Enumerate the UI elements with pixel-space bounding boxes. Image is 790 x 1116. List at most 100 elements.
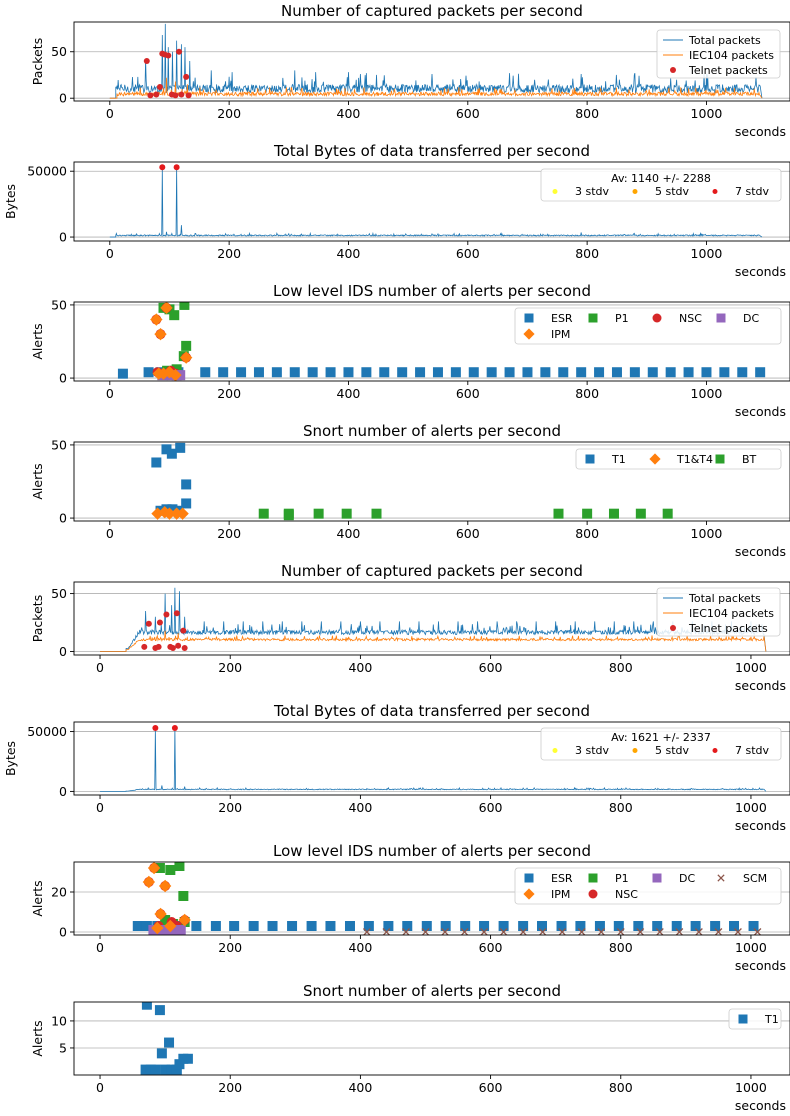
point-21 [486,367,497,378]
chart-5: Number of captured packets per second 0 20… [30,562,790,693]
chart-7: Low level IDS number of alerts per secon… [30,842,790,973]
point-11 [577,928,586,935]
legend-marker [632,189,638,194]
axes-frame [73,161,790,242]
plot-area [109,164,763,238]
point-23 [537,921,548,931]
x-tick-label: 800 [609,800,633,815]
point-2 [156,1048,167,1059]
point-13 [343,367,354,378]
point-10 [287,921,298,931]
series-t1-t4 [151,506,189,520]
point-9 [538,928,547,935]
legend: Total packets IEC104 packets Telnet packet… [656,587,781,637]
point-10 [558,928,567,935]
chart-title: Snort number of alerts per second [303,422,561,440]
x-tick-label: 400 [348,660,372,675]
point-17 [415,367,426,378]
legend-label: 5 stdv [655,185,690,198]
chart-4: Snort number of alerts per second 0 200 400… [30,422,790,559]
legend-label: IPM [551,328,570,341]
point-4 [181,340,192,351]
x-tick-label: 800 [575,106,599,121]
point-23 [522,367,533,378]
x-tick-label: 1000 [691,526,723,541]
y-axis-label: Packets [30,595,45,642]
point-3 [175,442,186,453]
legend-marker [588,313,598,323]
y-tick-label: 50000 [27,164,67,179]
point-6 [218,367,229,378]
x-tick-label: 200 [217,106,241,121]
legend-label: Telnet packets [688,64,768,77]
point-1 [145,620,152,627]
point-6 [140,1064,151,1075]
x-tick-label: 200 [217,246,241,261]
legend-label: SCM [743,872,767,885]
point-12 [325,367,336,378]
chart-3: Low level IDS number of alerts per secon… [30,282,790,419]
x-tick-label: 600 [479,1080,503,1095]
point-4 [371,508,382,519]
point-19 [460,921,471,931]
x-tick-label: 1000 [691,386,723,401]
y-tick-label: 20 [51,885,67,900]
point-32 [710,921,721,931]
point-24 [540,367,551,378]
point-13 [616,928,625,935]
point-6 [582,508,593,519]
legend-label: DC [743,312,759,325]
legend-marker [649,453,661,465]
point-11 [307,367,318,378]
point-11 [171,1064,182,1075]
point-6 [179,351,193,364]
x-tick-label: 400 [348,940,372,955]
x-tick-label: 600 [456,246,480,261]
series-scm [362,928,762,935]
legend-label: Telnet packets [688,622,768,635]
point-0 [362,928,371,935]
series-telnet-packets [141,610,188,652]
legend-marker [524,313,534,323]
x-tick-label: 1000 [691,106,723,121]
legend-marker [670,625,676,631]
point-8 [248,921,259,931]
point-1 [147,92,154,99]
legend-label: 3 stdv [575,185,610,198]
point-26 [576,367,587,378]
point-13 [344,921,355,931]
point-33 [729,921,740,931]
point-16 [397,367,408,378]
legend-label: P1 [615,312,629,325]
series-7-stdv [152,724,178,731]
axes-frame [73,721,790,796]
point-2 [154,907,167,921]
legend-box [575,448,782,470]
point-7 [229,921,240,931]
point-5 [169,368,182,381]
legend-label: T1 [611,453,626,466]
point-16 [402,921,413,931]
x-tick-label: 600 [479,940,503,955]
point-1 [141,921,152,931]
point-7 [169,645,176,652]
legend: Total packets IEC104 packets Telnet packet… [656,29,781,79]
chart-8: Snort number of alerts per second 0 200 400… [30,982,790,1113]
legend-marker [552,748,558,753]
point-29 [629,367,640,378]
series-bt [258,508,673,521]
point-20 [468,367,479,378]
x-axis-label: seconds [735,818,786,833]
point-12 [156,84,163,91]
x-tick-label: 400 [337,106,361,121]
point-9 [662,508,673,519]
x-tick-label: 200 [218,1080,242,1095]
legend-label: IEC104 packets [689,607,774,620]
chart-title: Snort number of alerts per second [303,982,561,1000]
point-14 [636,928,645,935]
point-1 [157,925,168,935]
axes-frame [73,1001,790,1076]
point-6 [480,928,489,935]
point-31 [665,367,676,378]
plot-area [132,862,762,935]
